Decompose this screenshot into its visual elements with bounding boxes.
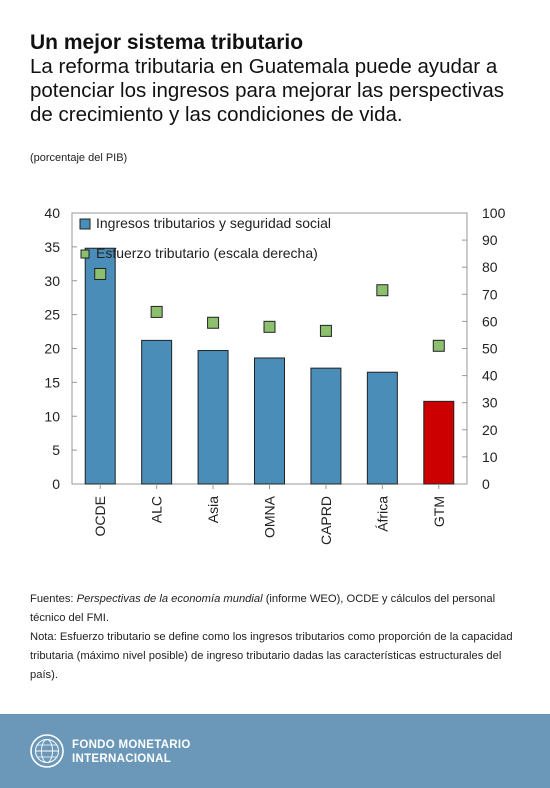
bar [423, 400, 455, 485]
right-axis-tick-label: 90 [482, 232, 498, 248]
right-axis-tick-label: 10 [482, 449, 498, 465]
bar-chart: 0 5 10 15 20 25 30 35 40 0 10 20 30 40 50 60 70 80 90 100 OC… [44, 205, 506, 545]
category-label: OMNA [262, 495, 278, 538]
definition-note: Nota: Esfuerzo tributario se define como… [30, 631, 513, 681]
left-axis-tick-label: 15 [44, 374, 60, 390]
right-axis-tick-label: 0 [482, 476, 490, 492]
left-axis-tick-label: 30 [44, 273, 60, 289]
category-label: GTM [431, 496, 447, 527]
right-axis-tick-label: 60 [482, 313, 498, 329]
right-axis-tick-label: 50 [482, 341, 498, 357]
category-label: Asia [205, 496, 221, 523]
right-axis-tick-label: 20 [482, 422, 498, 438]
effort-marker [376, 284, 389, 297]
bar [84, 247, 116, 485]
brand-line-1: FONDO MONETARIO [72, 739, 191, 751]
bar [254, 357, 285, 485]
category-label: ALC [149, 496, 165, 523]
imf-seal-icon [30, 734, 64, 768]
sources-publication: Perspectivas de la economía mundial [76, 593, 263, 605]
imf-brand-name: FONDO MONETARIO INTERNACIONAL [72, 738, 191, 766]
chart-title: Un mejor sistema tributario [30, 31, 304, 54]
bar [141, 339, 173, 485]
category-label: África [374, 496, 390, 532]
right-axis-tick-label: 30 [482, 395, 498, 411]
chart-subtitle: La reforma tributaria en Guatemala puede… [30, 55, 505, 126]
effort-marker [319, 324, 332, 337]
brand-line-2: INTERNACIONAL [72, 753, 172, 765]
left-axis-tick-label: 5 [52, 442, 60, 458]
left-axis-tick-label: 35 [44, 239, 60, 255]
bar [310, 367, 342, 485]
legend-label-bar: Ingresos tributarios y seguridad social [96, 215, 331, 231]
left-axis-tick-label: 0 [52, 476, 60, 492]
right-axis-tick-label: 70 [482, 286, 498, 302]
left-axis-tick-label: 20 [44, 341, 60, 357]
legend-swatch-bar [79, 218, 91, 230]
category-label: CAPRD [318, 496, 334, 545]
left-axis-tick-label: 25 [44, 307, 60, 323]
effort-marker [94, 267, 107, 280]
unit-label: (porcentaje del PIB) [30, 152, 128, 164]
legend-swatch-marker [80, 249, 90, 259]
effort-marker [432, 339, 445, 352]
left-axis-tick-label: 40 [44, 205, 60, 221]
effort-marker [150, 305, 163, 318]
category-label: OCDE [92, 496, 108, 536]
right-axis-tick-label: 100 [482, 205, 506, 221]
bar [366, 371, 398, 485]
sources-note: Fuentes: Perspectivas de la economía mun… [30, 593, 496, 624]
bar [197, 350, 229, 485]
effort-marker [207, 316, 220, 329]
chart-notes: Fuentes: Perspectivas de la economía mun… [30, 590, 525, 685]
footer-bar: FONDO MONETARIO INTERNACIONAL [0, 714, 550, 788]
right-axis-tick-label: 80 [482, 259, 498, 275]
left-axis-tick-label: 10 [44, 408, 60, 424]
effort-marker [263, 320, 276, 333]
legend-label-marker: Esfuerzo tributario (escala derecha) [96, 245, 318, 261]
right-axis-tick-label: 40 [482, 368, 498, 384]
